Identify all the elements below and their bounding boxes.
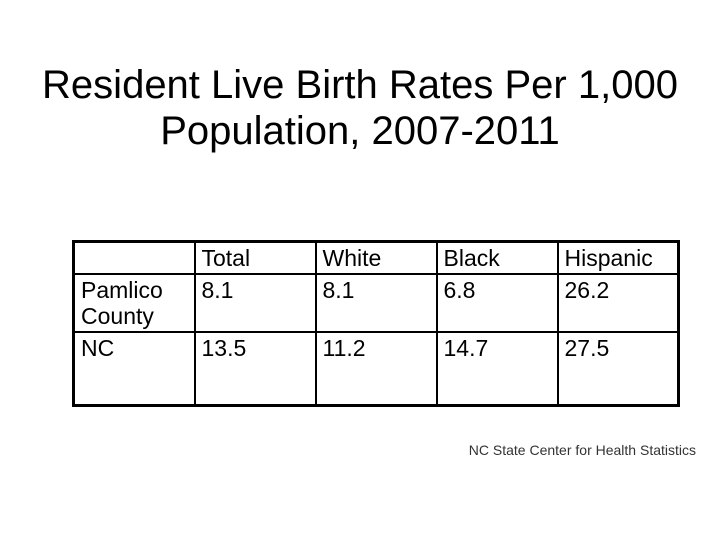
- column-header-hispanic: Hispanic: [556, 240, 680, 275]
- value-cell: 27.5: [556, 331, 680, 406]
- value-cell: 26.2: [556, 273, 680, 333]
- value-cell: 8.1: [314, 273, 438, 333]
- corner-header-cell: [72, 240, 196, 275]
- data-table: Total White Black Hispanic Pamlico Count…: [72, 240, 680, 407]
- source-credit: NC State Center for Health Statistics: [468, 442, 696, 458]
- row-label-cell: Pamlico County: [72, 273, 196, 333]
- column-header-white: White: [314, 240, 438, 275]
- table-row-nc: NC 13.5 11.2 14.7 27.5: [72, 331, 680, 406]
- table-row-pamlico: Pamlico County 8.1 8.1 6.8 26.2: [72, 273, 680, 333]
- value-cell: 6.8: [435, 273, 559, 333]
- slide-title: Resident Live Birth Rates Per 1,000 Popu…: [30, 62, 690, 154]
- title-line-1: Resident Live Birth Rates Per 1,000: [42, 63, 678, 107]
- column-header-total: Total: [193, 240, 317, 275]
- title-line-2: Population, 2007-2011: [160, 109, 560, 153]
- value-cell: 8.1: [193, 273, 317, 333]
- value-cell: 14.7: [435, 331, 559, 406]
- row-label-cell: NC: [72, 331, 196, 406]
- value-cell: 11.2: [314, 331, 438, 406]
- value-cell: 13.5: [193, 331, 317, 406]
- column-header-black: Black: [435, 240, 559, 275]
- table-header-row: Total White Black Hispanic: [72, 240, 680, 275]
